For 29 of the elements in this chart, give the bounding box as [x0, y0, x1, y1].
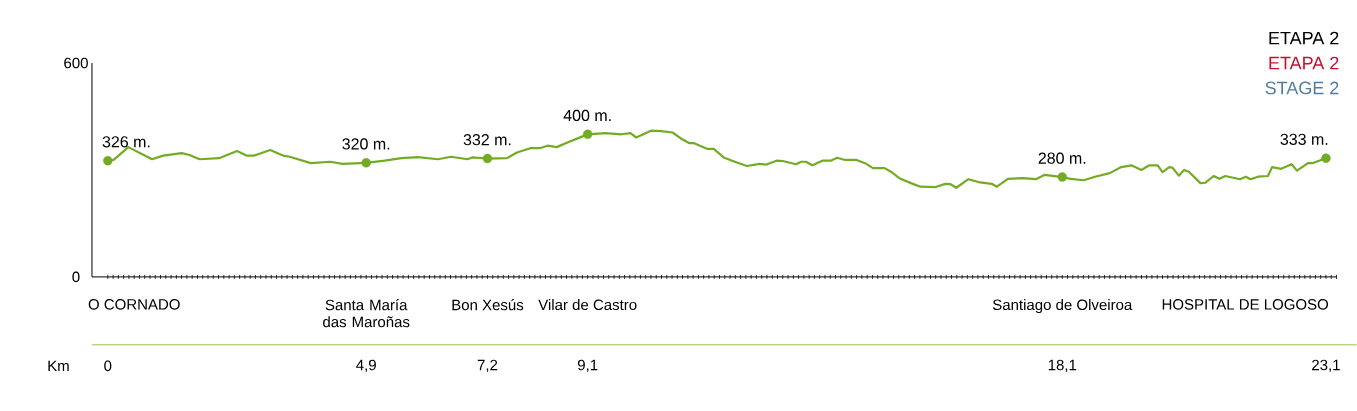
data-label: 280 m. [1038, 152, 1086, 164]
text: Bon Xesús [452, 299, 524, 311]
text: Santiago de Olveiroa [992, 299, 1133, 314]
text: O CORNADO [88, 299, 180, 310]
data-label: 332 m. [463, 134, 511, 146]
data-label: 326 m. [102, 136, 150, 148]
x-tick-label: 23,1 [1312, 359, 1340, 373]
x-tick-label: 4,9 [356, 359, 376, 373]
x-tick-label: 9,1 [577, 359, 598, 373]
data-label: 320 m. [342, 138, 390, 150]
point [1321, 153, 1331, 163]
point [582, 129, 593, 140]
chart-subtitle: ETAPA 2 [1269, 56, 1339, 70]
annotation: STAGE 2 [1265, 81, 1339, 95]
point [361, 158, 371, 168]
point [482, 153, 493, 164]
x-tick-label: 7,2 [477, 359, 498, 373]
text: Santa María das Maroñas [323, 299, 410, 328]
text: Vilar de Castro [538, 299, 637, 311]
text: HOSPITAL DE LOGOSO [1162, 299, 1329, 310]
data-label: 400 m. [563, 109, 611, 122]
chart-title: ETAPA 2 [1269, 31, 1339, 45]
y-tick-label: 600 [64, 57, 88, 69]
point [103, 156, 113, 166]
x-tick-label: 0 [104, 360, 112, 372]
x-tick-label: 18,1 [1048, 359, 1077, 373]
data-label: 333 m. [1280, 133, 1328, 146]
point [1057, 172, 1067, 182]
x-axis-title: Km [48, 360, 69, 372]
